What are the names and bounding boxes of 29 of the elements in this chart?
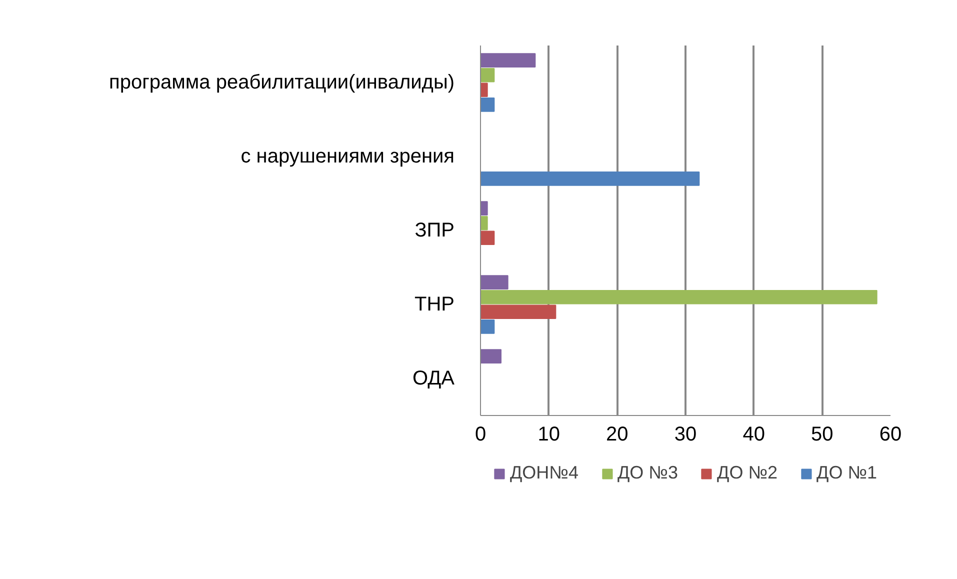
- x-tick-label: 0: [474, 424, 486, 446]
- bar: [480, 201, 488, 216]
- x-tick-label: 50: [811, 424, 834, 446]
- y-tick-label: ТНР: [414, 294, 454, 316]
- x-tick-label: 40: [742, 424, 765, 446]
- bar: [480, 320, 495, 334]
- bar: [480, 290, 878, 304]
- bar: [480, 172, 700, 186]
- bar: [480, 82, 488, 98]
- bar: [480, 230, 495, 246]
- y-tick-label: с нарушениями зрения: [240, 146, 454, 168]
- bar: [480, 349, 502, 364]
- legend-label: ДО №2: [717, 462, 778, 484]
- bar: [480, 68, 495, 82]
- bar: [480, 275, 508, 290]
- y-tick-label: ЗПР: [414, 220, 454, 242]
- bar: [480, 216, 488, 230]
- legend-label: ДОН№4: [510, 462, 578, 484]
- bar: [480, 53, 536, 68]
- x-tick-label: 10: [538, 424, 560, 446]
- x-tick-label: 30: [674, 424, 697, 446]
- x-tick-label: 60: [879, 424, 902, 446]
- y-tick-label: ОДА: [412, 368, 456, 390]
- y-tick-label: программа реабилитации(инвалиды): [109, 72, 455, 94]
- bar: [480, 98, 495, 112]
- bar: [480, 304, 556, 320]
- x-tick-label: 20: [606, 424, 628, 446]
- legend-label: ДО №3: [617, 462, 678, 484]
- legend-label: ДО №1: [816, 462, 878, 484]
